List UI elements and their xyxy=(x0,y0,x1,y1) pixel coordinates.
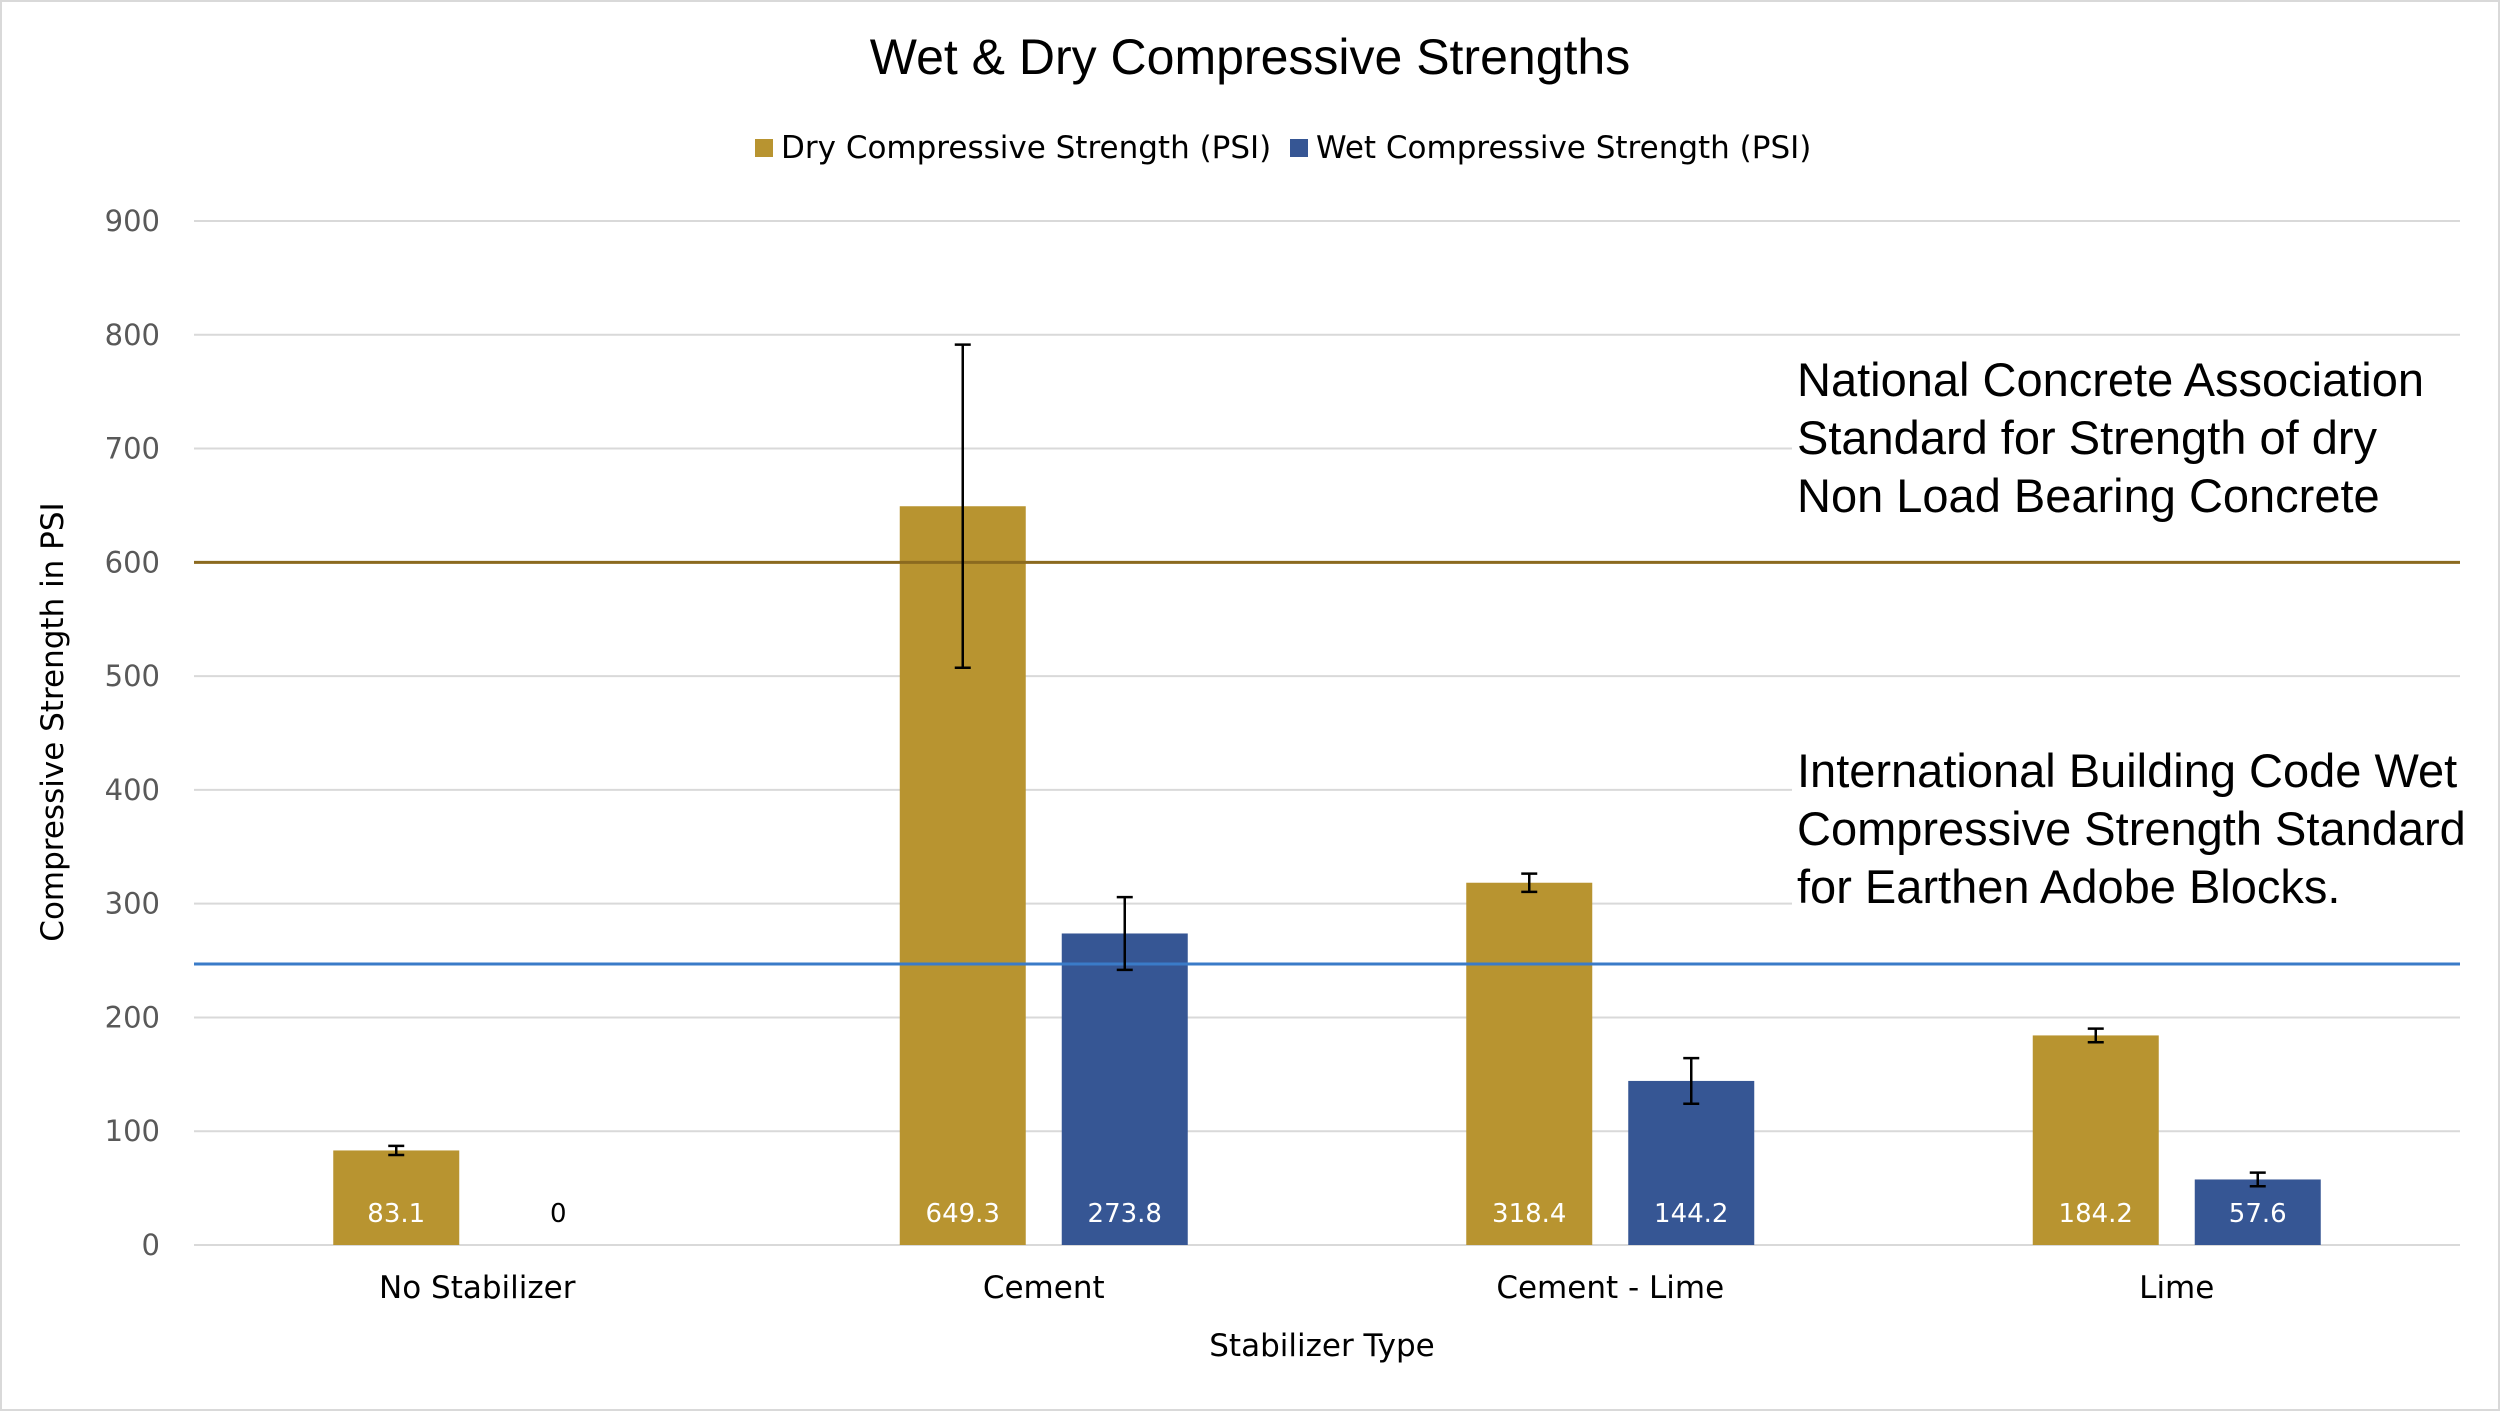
chart-title: Wet & Dry Compressive Strengths xyxy=(870,29,1630,85)
data-label: 144.2 xyxy=(1654,1199,1728,1229)
y-tick-label: 500 xyxy=(105,659,160,693)
reference-annotation-line: National Concrete Association xyxy=(1797,353,2424,406)
y-axis-title: Compressive Strength in PSI xyxy=(35,502,71,941)
reference-annotation-line: for Earthen Adobe Blocks. xyxy=(1797,860,2340,913)
data-label: 649.3 xyxy=(926,1199,1000,1229)
y-tick-label: 200 xyxy=(105,1000,160,1034)
reference-annotation-line: Non Load Bearing Concrete xyxy=(1797,469,2380,522)
y-axis-ticks: 0 100 200 300 400 500 600 700 800 900 xyxy=(105,204,160,1262)
y-tick-label: 100 xyxy=(105,1114,160,1148)
y-tick-label: 900 xyxy=(105,204,160,238)
data-label: 57.6 xyxy=(2229,1199,2287,1229)
reference-annotation-line: Compressive Strength Standard xyxy=(1797,802,2466,855)
data-label: 318.4 xyxy=(1492,1199,1566,1229)
data-label: 184.2 xyxy=(2059,1199,2133,1229)
legend-label: Wet Compressive Strength (PSI) xyxy=(1316,130,1811,166)
y-tick-label: 400 xyxy=(105,773,160,807)
reference-annotation-line: Standard for Strength of dry xyxy=(1797,411,2377,464)
x-axis-ticks: No Stabilizer Cement Cement - Lime Lime xyxy=(379,1270,2214,1306)
x-tick-label: No Stabilizer xyxy=(379,1270,576,1306)
bar xyxy=(2194,1179,2321,1245)
legend: Dry Compressive Strength (PSI) Wet Compre… xyxy=(755,130,1811,166)
x-tick-label: Lime xyxy=(2139,1270,2214,1306)
bar xyxy=(1466,882,1593,1245)
data-labels: 83.1 0 649.3 273.8 318.4 144.2 184.2 57.6 xyxy=(367,1199,2286,1229)
annotation-background xyxy=(1792,350,2492,532)
data-label: 273.8 xyxy=(1088,1199,1162,1229)
legend-swatch xyxy=(1290,139,1308,157)
y-tick-label: 600 xyxy=(105,545,160,579)
error-bars xyxy=(388,343,2266,1188)
data-label: 0 xyxy=(550,1199,567,1229)
y-tick-label: 300 xyxy=(105,887,160,921)
bars xyxy=(333,506,2321,1246)
reference-annotation-line: International Building Code Wet xyxy=(1797,744,2457,797)
bar xyxy=(2032,1035,2159,1245)
y-tick-label: 0 xyxy=(142,1228,160,1262)
legend-swatch xyxy=(755,139,773,157)
y-tick-label: 800 xyxy=(105,318,160,352)
x-tick-label: Cement - Lime xyxy=(1496,1270,1724,1306)
legend-label: Dry Compressive Strength (PSI) xyxy=(781,130,1271,166)
y-tick-label: 700 xyxy=(105,432,160,466)
x-axis-title: Stabilizer Type xyxy=(1209,1328,1435,1364)
x-tick-label: Cement xyxy=(983,1270,1105,1306)
data-label: 83.1 xyxy=(367,1199,425,1229)
annotation-background xyxy=(1792,741,2492,923)
bar xyxy=(333,1150,460,1245)
bar xyxy=(1628,1080,1755,1245)
bar xyxy=(1061,933,1188,1245)
